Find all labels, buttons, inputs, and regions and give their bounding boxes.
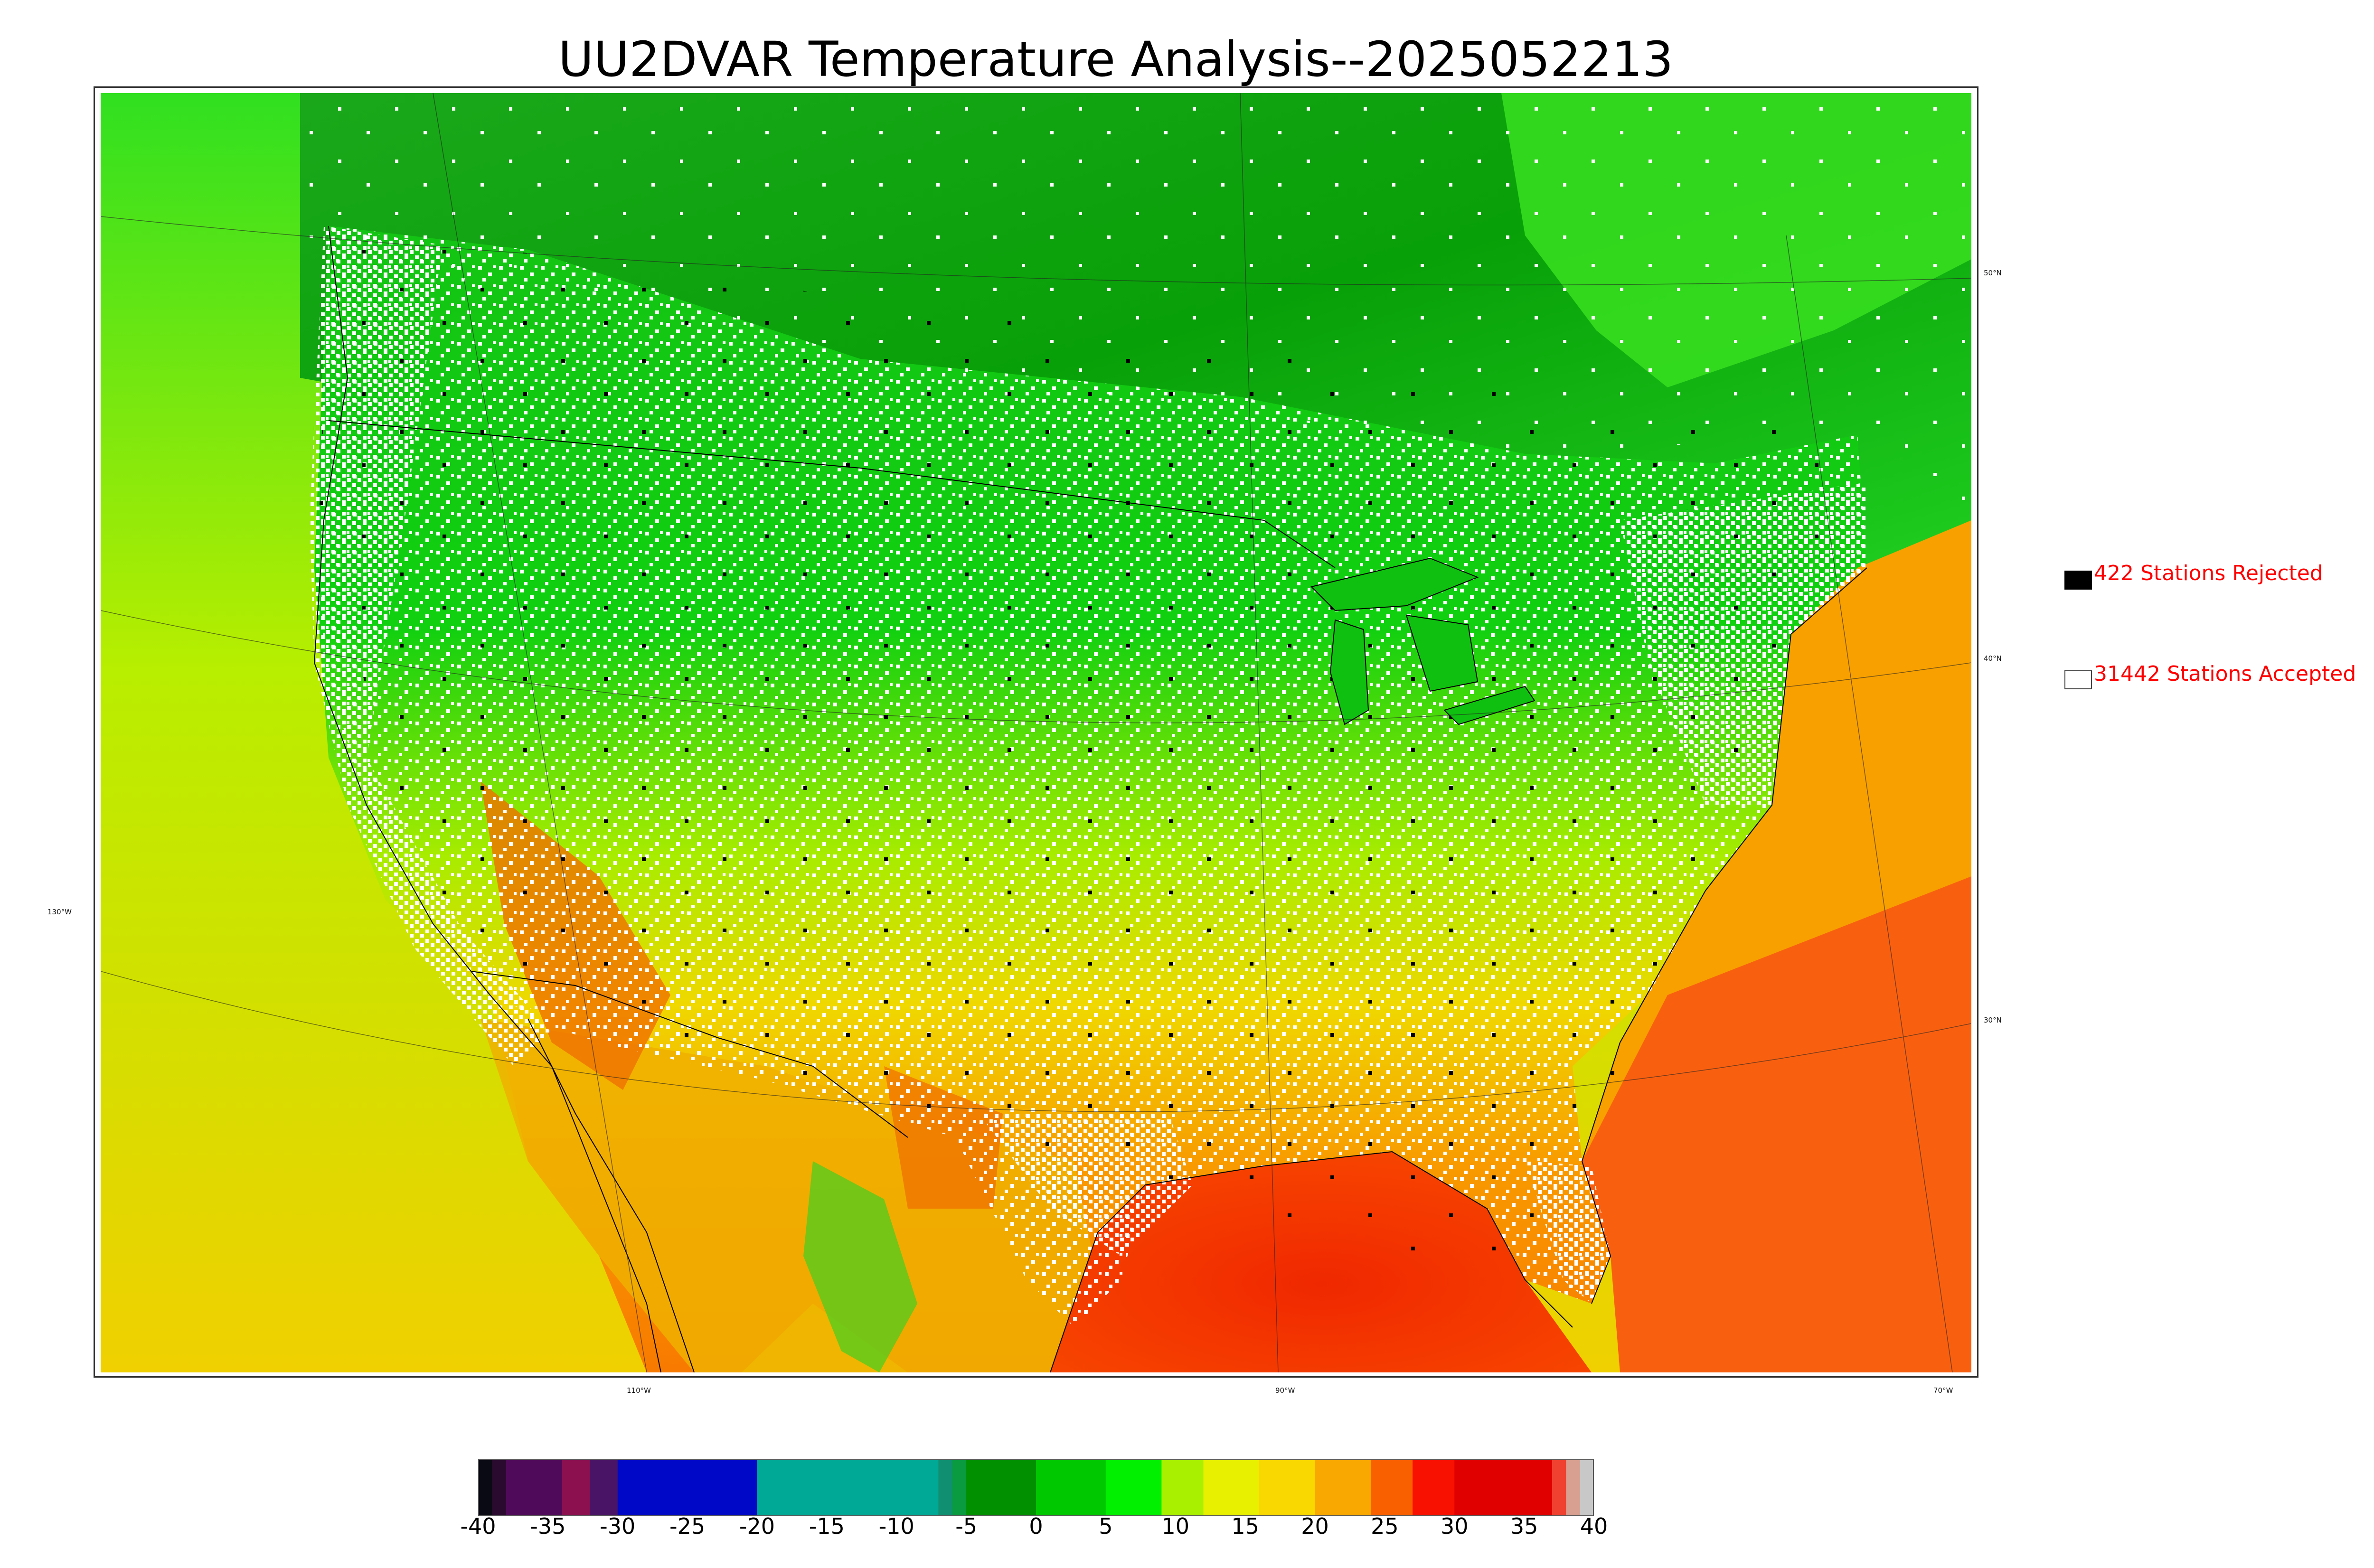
colorbar-segment <box>1161 1459 1204 1516</box>
lat-label-40: 40°N <box>1984 654 2002 663</box>
lat-40 <box>101 610 1971 723</box>
mexico-plateau-green <box>803 1161 917 1372</box>
colorbar-border <box>478 1459 1594 1516</box>
lon-110 <box>433 93 647 1372</box>
lake-huron <box>1405 614 1479 692</box>
lat-label-50: 50°N <box>1984 269 2002 277</box>
colorbar-segment <box>952 1459 967 1516</box>
colorbar-segment <box>492 1459 507 1516</box>
rejected-stations <box>319 226 1857 1280</box>
temperature-colorbar <box>478 1459 1594 1516</box>
colorbar-segment <box>1203 1459 1260 1516</box>
colorbar-segment <box>938 1459 953 1516</box>
colorbar-segment <box>1315 1459 1371 1516</box>
map-title: UU2DVAR Temperature Analysis--2025052213 <box>558 31 1674 88</box>
lat-label-30: 30°N <box>1984 1016 2002 1024</box>
colorbar-segment <box>1552 1459 1566 1516</box>
graticule <box>101 93 1971 1372</box>
colorbar-segment <box>757 1459 939 1516</box>
colorbar-tick-label: -5 <box>955 1513 978 1539</box>
colorbar-segment <box>1566 1459 1581 1516</box>
lon-label-130: 130°W <box>47 908 72 916</box>
rejected-stations-label: 422 Stations Rejected <box>2094 561 2323 585</box>
rejected-stations-swatch <box>2064 571 2092 590</box>
colorbar-tick-label: 40 <box>1580 1513 1608 1539</box>
colorbar-tick-label: 10 <box>1161 1513 1190 1539</box>
colorbar-tick-label: 35 <box>1510 1513 1538 1539</box>
baja-coastline <box>528 1018 695 1372</box>
gulf-coastline <box>1050 1151 1573 1372</box>
lat-30 <box>101 971 1971 1112</box>
accepted-stations-swatch <box>2064 670 2092 689</box>
us-canada-border <box>328 420 1336 568</box>
lat-50 <box>101 216 1971 286</box>
colorbar-tick-label: 20 <box>1301 1513 1329 1539</box>
lon-label-90: 90°W <box>1275 1386 1295 1395</box>
us-mexico-border <box>471 971 908 1138</box>
colorbar-tick-label: -15 <box>809 1513 845 1539</box>
colorbar-tick-label: -10 <box>878 1513 914 1539</box>
colorbar-tick-label: -20 <box>739 1513 775 1539</box>
lon-90 <box>1240 93 1279 1372</box>
colorbar-segment <box>590 1459 618 1516</box>
colorbar-segment <box>1454 1459 1553 1516</box>
colorbar-tick-label: 5 <box>1099 1513 1113 1539</box>
colorbar-tick-label: 25 <box>1371 1513 1399 1539</box>
lake-superior <box>1310 557 1479 611</box>
colorbar-segment <box>1105 1459 1162 1516</box>
colorbar-tick-label: 0 <box>1029 1513 1043 1539</box>
colorbar-tick-label: -25 <box>669 1513 706 1539</box>
atlantic-warm <box>1582 876 1971 1372</box>
colorbar-segment <box>562 1459 590 1516</box>
colorbar-tick-label: -35 <box>530 1513 566 1539</box>
colorbar-tick-label: -40 <box>460 1513 496 1539</box>
colorbar-segment <box>966 1459 1036 1516</box>
accepted-stations-label: 31442 Stations Accepted <box>2094 662 2356 686</box>
colorbar-segment <box>1580 1459 1594 1516</box>
lake-michigan <box>1329 619 1369 725</box>
colorbar-segment <box>617 1459 757 1516</box>
colorbar-segment <box>1413 1459 1455 1516</box>
lon-label-110: 110°W <box>627 1386 651 1395</box>
lake-erie <box>1443 685 1536 725</box>
colorbar-tick-label: 30 <box>1440 1513 1469 1539</box>
colorbar-segment <box>1259 1459 1315 1516</box>
mexico-region <box>480 1019 1098 1372</box>
east-coastline <box>1581 567 1867 1304</box>
west-coastline <box>313 225 661 1372</box>
temperature-analysis-map <box>101 93 1971 1372</box>
colorbar-segment <box>506 1459 562 1516</box>
colorbar-segment <box>1371 1459 1413 1516</box>
colorbar-tick-label: -30 <box>600 1513 636 1539</box>
colorbar-segment <box>478 1459 492 1516</box>
colorbar-tick-label: 15 <box>1231 1513 1259 1539</box>
lon-label-70: 70°W <box>1933 1386 1953 1395</box>
lon-70 <box>1786 235 1953 1372</box>
colorbar-segment <box>1036 1459 1106 1516</box>
boundaries <box>313 225 1867 1372</box>
